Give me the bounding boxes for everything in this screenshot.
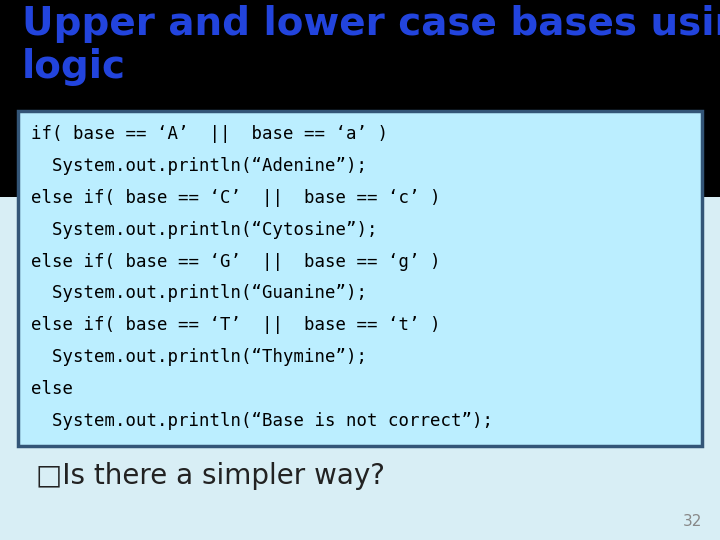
Text: □Is there a simpler way?: □Is there a simpler way? — [36, 462, 385, 490]
Text: System.out.println(“Guanine”);: System.out.println(“Guanine”); — [31, 285, 367, 302]
Text: else: else — [31, 380, 73, 398]
Text: Upper and lower case bases using
logic: Upper and lower case bases using logic — [22, 5, 720, 86]
Text: System.out.println(“Thymine”);: System.out.println(“Thymine”); — [31, 348, 367, 366]
Text: else if( base == ‘G’  ||  base == ‘g’ ): else if( base == ‘G’ || base == ‘g’ ) — [31, 253, 441, 271]
Bar — [0, 0, 720, 197]
Text: if( base == ‘A’  ||  base == ‘a’ ): if( base == ‘A’ || base == ‘a’ ) — [31, 125, 388, 143]
Text: System.out.println(“Base is not correct”);: System.out.println(“Base is not correct”… — [31, 412, 493, 430]
Text: System.out.println(“Cytosine”);: System.out.println(“Cytosine”); — [31, 221, 377, 239]
Text: else if( base == ‘T’  ||  base == ‘t’ ): else if( base == ‘T’ || base == ‘t’ ) — [31, 316, 441, 334]
Text: System.out.println(“Adenine”);: System.out.println(“Adenine”); — [31, 157, 367, 175]
FancyBboxPatch shape — [18, 111, 702, 446]
Text: 32: 32 — [683, 514, 702, 529]
Text: else if( base == ‘C’  ||  base == ‘c’ ): else if( base == ‘C’ || base == ‘c’ ) — [31, 189, 441, 207]
